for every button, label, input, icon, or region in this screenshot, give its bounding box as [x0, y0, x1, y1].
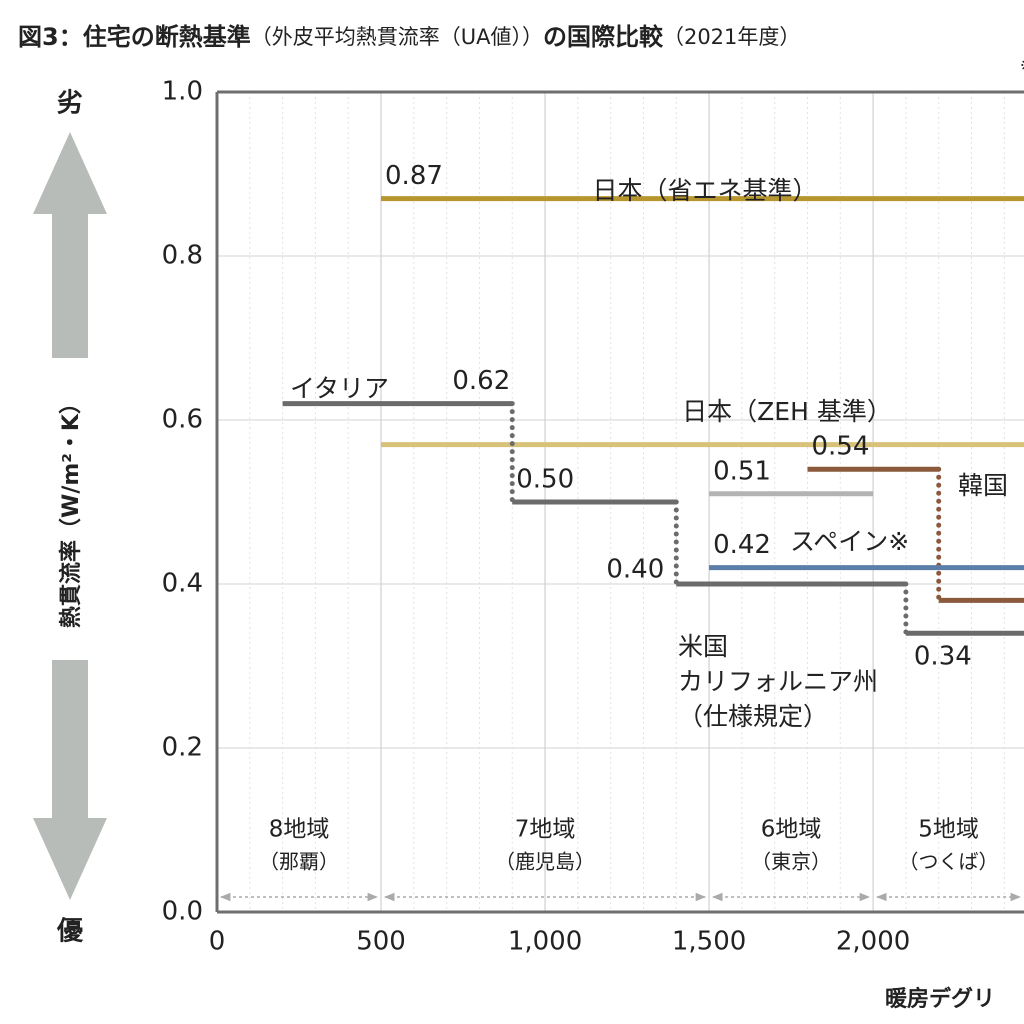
title-part: の国際比較 — [543, 23, 664, 51]
y-tick-label: 0.0 — [162, 897, 203, 927]
series-label: イタリア — [290, 374, 389, 403]
series-label: 韓国 — [958, 471, 1008, 500]
value-label: 0.34 — [914, 642, 972, 672]
y-tick-label: 0.8 — [162, 241, 203, 271]
chart-title: 図3：住宅の断熱基準（外皮平均熱貫流率（UA値））の国際比較（2021年度） — [18, 23, 800, 51]
title-part: （外皮平均熱貫流率（UA値）） — [251, 25, 543, 49]
value-label: 0.42 — [713, 530, 771, 560]
zone-label: 7地域 — [515, 817, 576, 843]
y-bottom-label: 優 — [56, 917, 84, 947]
zone-city: （つくば） — [899, 850, 999, 874]
zone-label: 8地域 — [269, 817, 330, 843]
x-tick-label: 1,500 — [672, 927, 746, 957]
series-label: カリフォルニア州 — [678, 667, 878, 696]
value-label: 0.51 — [713, 456, 771, 486]
value-label: 0.40 — [606, 555, 664, 585]
series-label: スペイン※ — [790, 527, 909, 556]
value-label: 0.50 — [516, 465, 574, 495]
y-tick-label: 0.4 — [162, 569, 203, 599]
value-label: 0.62 — [452, 366, 510, 396]
value-label: 0.87 — [385, 161, 443, 191]
zone-city: （鹿児島） — [495, 850, 595, 874]
y-axis-label: 熱貫流率（W/m²・K） — [58, 392, 84, 628]
zone-city: （東京） — [751, 850, 831, 874]
title-part: （2021年度） — [663, 25, 800, 49]
series-label: 日本（ZEH 基準） — [682, 397, 892, 426]
y-tick-label: 1.0 — [162, 77, 203, 107]
worse-arrow — [33, 132, 107, 358]
better-arrow — [33, 660, 107, 900]
x-tick-label: 500 — [356, 927, 406, 957]
zone-label: 5地域 — [918, 817, 979, 843]
zone-city: （那覇） — [259, 850, 339, 874]
x-tick-label: 0 — [209, 927, 226, 957]
title-part: 図3：住宅の断熱基準 — [18, 23, 251, 51]
y-top-label: 劣 — [57, 89, 83, 119]
series-label: 米国 — [678, 632, 728, 661]
x-axis-label: 暖房デグリ — [885, 986, 995, 1012]
value-label: 0.54 — [811, 432, 869, 462]
x-tick-label: 2,000 — [836, 927, 910, 957]
y-tick-label: 0.6 — [162, 405, 203, 435]
note-mark: ※ — [1020, 56, 1024, 75]
zone-label: 6地域 — [761, 817, 822, 843]
series-label: 日本（省エネ基準） — [592, 176, 817, 205]
y-tick-label: 0.2 — [162, 733, 203, 763]
series-label: （仕様規定） — [678, 702, 828, 731]
x-tick-label: 1,000 — [508, 927, 582, 957]
